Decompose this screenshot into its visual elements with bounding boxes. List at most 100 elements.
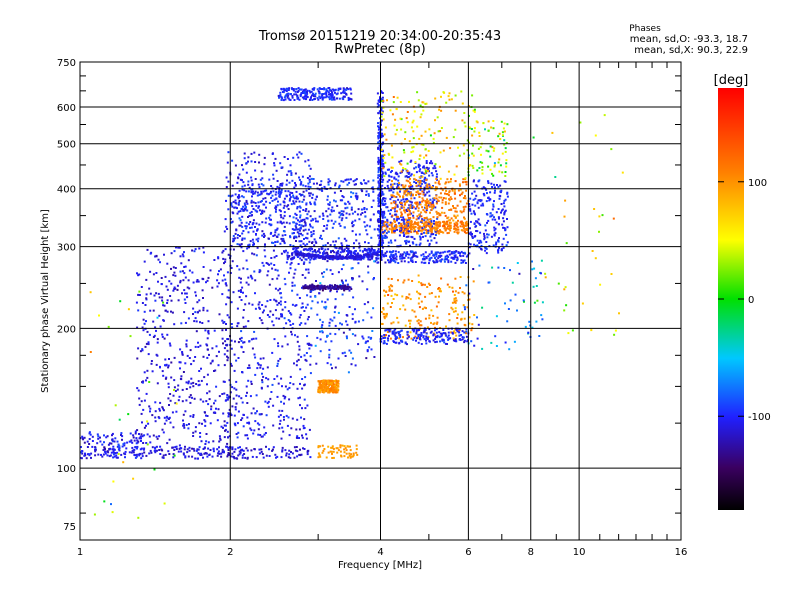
echo-point <box>456 313 459 316</box>
echo-point <box>236 325 239 328</box>
echo-point <box>304 322 307 325</box>
echo-point <box>325 256 328 259</box>
echo-point <box>398 228 401 231</box>
echo-point <box>263 249 266 252</box>
echo-point <box>429 201 432 204</box>
echo-point <box>261 304 264 306</box>
echo-point <box>368 225 371 228</box>
echo-point <box>376 92 379 95</box>
echo-point <box>295 240 297 242</box>
echo-point <box>226 430 229 433</box>
echo-point <box>277 342 279 345</box>
echo-point <box>306 92 309 95</box>
echo-point <box>425 225 427 228</box>
echo-point <box>178 395 181 398</box>
echo-point <box>462 224 465 227</box>
echo-point <box>124 456 126 459</box>
echo-point <box>445 325 447 328</box>
echo-point <box>397 193 400 196</box>
echo-point <box>138 273 141 276</box>
echo-point <box>231 211 234 214</box>
echo-point <box>333 316 336 319</box>
echo-point <box>182 413 185 416</box>
echo-point <box>371 330 374 332</box>
echo-point <box>340 247 343 250</box>
echo-point <box>332 240 335 243</box>
echo-point <box>384 221 387 223</box>
echo-point <box>148 452 151 455</box>
echo-point <box>462 181 464 184</box>
echo-point <box>412 211 415 214</box>
echo-point <box>280 87 283 90</box>
echo-point <box>248 364 251 367</box>
echo-point <box>250 449 253 452</box>
echo-point <box>307 268 310 271</box>
echo-point <box>109 454 112 457</box>
echo-point <box>342 87 345 90</box>
echo-point <box>381 163 384 166</box>
echo-point <box>428 190 431 193</box>
echo-point <box>390 278 393 280</box>
echo-point <box>395 341 398 344</box>
echo-point <box>196 301 199 304</box>
echo-point <box>253 448 256 450</box>
echo-point <box>447 231 450 234</box>
echo-point <box>435 170 438 173</box>
echo-point <box>316 255 319 258</box>
echo-point <box>239 451 242 454</box>
echo-point <box>168 358 170 360</box>
echo-point <box>391 180 393 183</box>
echo-point <box>388 289 391 292</box>
echo-point <box>139 448 142 451</box>
echo-point <box>328 379 331 382</box>
echo-point <box>399 188 402 191</box>
echo-point <box>346 337 348 340</box>
echo-point <box>261 221 264 224</box>
echo-point <box>366 224 369 227</box>
echo-point <box>268 315 271 318</box>
echo-point <box>254 209 257 212</box>
echo-point <box>411 204 414 207</box>
echo-point <box>226 442 229 445</box>
echo-point <box>403 229 405 232</box>
echo-point <box>439 287 442 290</box>
echo-point <box>408 185 411 188</box>
echo-point <box>229 272 232 274</box>
echo-point <box>264 432 267 434</box>
echo-point <box>329 289 332 291</box>
echo-point <box>414 229 416 232</box>
echo-point <box>261 311 264 314</box>
echo-point <box>285 93 288 96</box>
echo-point <box>107 443 110 446</box>
echo-point <box>336 290 338 293</box>
echo-point <box>113 440 116 443</box>
echo-point <box>350 206 353 209</box>
echo-point <box>461 225 464 228</box>
echo-point <box>300 220 303 223</box>
echo-point <box>318 292 321 295</box>
echo-point <box>342 89 345 92</box>
echo-point <box>184 321 187 324</box>
echo-point <box>417 192 420 195</box>
echo-point <box>223 353 226 356</box>
echo-point <box>83 454 86 457</box>
echo-point <box>103 450 106 453</box>
echo-point <box>291 96 294 99</box>
echo-point <box>250 383 253 385</box>
echo-point <box>281 446 284 449</box>
echo-point <box>292 322 295 325</box>
echo-point <box>321 384 324 387</box>
echo-point <box>343 351 346 354</box>
echo-point <box>454 277 457 280</box>
echo-point <box>465 232 468 235</box>
echo-point <box>264 305 267 308</box>
echo-point <box>304 92 307 95</box>
echo-point <box>206 392 209 395</box>
echo-point <box>255 204 258 207</box>
echo-point <box>268 283 271 286</box>
echo-point <box>323 387 326 390</box>
echo-point <box>326 362 329 365</box>
echo-point <box>407 296 410 299</box>
echo-point <box>365 182 368 185</box>
echo-point <box>403 192 406 195</box>
